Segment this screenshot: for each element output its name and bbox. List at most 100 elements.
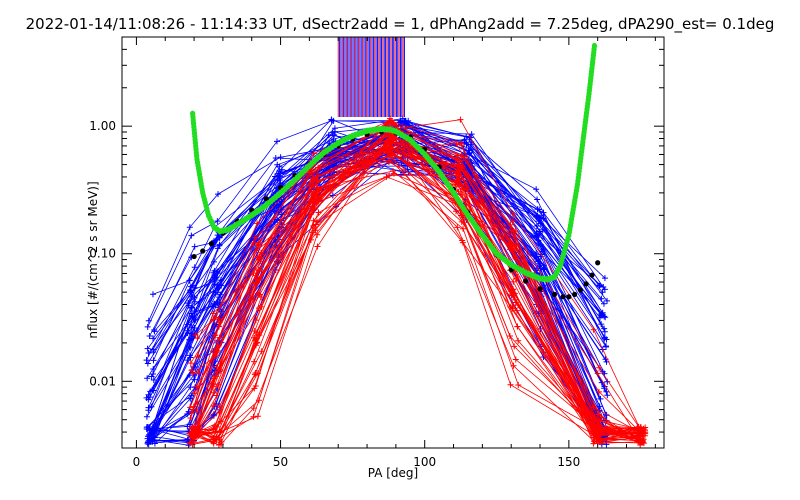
blue-trace-point-69-7 xyxy=(533,251,540,258)
axes-group: 0 50 100 150 0.01 0.10 1.00 xyxy=(89,36,665,469)
red-trace-point-43-2 xyxy=(254,413,261,420)
red-trace-point-33-1 xyxy=(213,352,220,359)
red-trace-point-37-5 xyxy=(460,153,467,160)
red-trace-point-44-3 xyxy=(308,211,315,218)
red-trace-point-49-7 xyxy=(597,424,604,431)
black-model-point-33 xyxy=(595,260,601,266)
red-trace-point-43-5 xyxy=(456,167,463,174)
black-model-point-27 xyxy=(560,294,566,300)
red-trace-point-34-4 xyxy=(390,170,397,177)
red-trace-point-48-7 xyxy=(595,427,602,434)
red-trace-point-44-5 xyxy=(459,237,466,244)
red-trace-point-0-7 xyxy=(594,370,601,377)
blue-trace-point-66-7 xyxy=(537,241,544,248)
blue-trace-point-15-0 xyxy=(144,360,151,367)
red-trace-point-37-7 xyxy=(595,411,602,418)
red-trace-point-46-2 xyxy=(256,254,263,261)
red-trace-point-45-3 xyxy=(311,189,318,196)
black-model-point-0 xyxy=(191,253,197,260)
chart-title: 2022-01-14/11:08:26 - 11:14:33 UT, dSect… xyxy=(26,15,775,34)
blue-trace-point-51-1 xyxy=(188,232,195,239)
blue-trace-point-67-1 xyxy=(184,410,191,417)
black-model-point-2 xyxy=(208,241,214,247)
red-trace-point-25-3 xyxy=(314,243,321,250)
blue-trace-point-62-8 xyxy=(596,283,603,290)
blue-trace-point-30-8 xyxy=(597,395,604,402)
blue-trace-point-68-0 xyxy=(146,425,153,432)
red-trace-point-44-8 xyxy=(641,426,648,433)
black-model-point-26 xyxy=(551,291,558,297)
red-trace-point-42-6 xyxy=(507,241,514,248)
black-model-point-25 xyxy=(537,286,543,292)
red-trace-point-7-5 xyxy=(457,116,464,123)
red-trace-point-47-1 xyxy=(216,428,223,435)
red-trace-point-46-1 xyxy=(216,334,223,341)
blue-trace-point-63-7 xyxy=(536,214,543,221)
blue-trace-point-63-2 xyxy=(216,242,223,249)
red-trace-point-43-0 xyxy=(186,430,193,437)
blue-trace-point-59-1 xyxy=(191,243,198,250)
blue-trace-point-55-2 xyxy=(210,288,217,295)
black-model-point-24 xyxy=(523,278,529,284)
red-trace-point-27-0 xyxy=(187,404,194,411)
blue-trace-point-69-0 xyxy=(148,431,155,438)
x-axis-label: PA [deg] xyxy=(368,466,418,480)
blue-trace-point-66-3 xyxy=(274,161,281,168)
red-trace-point-13-7 xyxy=(596,364,603,371)
black-model-point-1 xyxy=(200,248,206,254)
red-trace-point-32-7 xyxy=(590,440,597,447)
blue-trace-point-11-6 xyxy=(461,136,468,143)
blue-trace-point-54-4 xyxy=(325,132,332,139)
blue-trace-point-43-2 xyxy=(217,277,224,284)
blue-trace-point-39-1 xyxy=(186,224,193,231)
red-trace-point-13-3 xyxy=(310,150,317,157)
red-trace-point-17-2 xyxy=(253,242,260,249)
blue-trace-point-45-8 xyxy=(604,392,611,399)
blue-trace-point-51-4 xyxy=(328,117,335,124)
red-trace-point-32-2 xyxy=(250,296,257,303)
blue-trace-point-45-0 xyxy=(145,441,152,448)
blue-trace-point-49-2 xyxy=(214,232,221,239)
black-model-point-28 xyxy=(566,294,572,300)
red-trace-point-48-2 xyxy=(250,413,257,420)
blue-trace-point-16-6 xyxy=(468,131,475,138)
x-tick-label-0: 0 xyxy=(133,455,141,469)
red-trace-point-46-3 xyxy=(308,167,315,174)
blue-trace-point-9-8 xyxy=(603,343,610,350)
blue-trace-point-35-7 xyxy=(533,223,540,230)
red-trace-point-45-5 xyxy=(454,152,461,159)
red-trace-point-39-3 xyxy=(314,188,321,195)
blue-trace-point-63-3 xyxy=(272,173,279,180)
y-tick-label-0: 0.01 xyxy=(89,374,116,388)
red-trace-point-24-0 xyxy=(190,403,197,410)
x-tick-label-100: 100 xyxy=(413,455,436,469)
blue-trace-point-47-0 xyxy=(143,357,150,364)
red-traces-group xyxy=(186,115,649,448)
red-trace-point-46-5 xyxy=(458,140,465,147)
blue-trace-point-35-8 xyxy=(601,334,608,341)
red-trace-point-49-4 xyxy=(391,152,398,159)
red-trace-point-2-1 xyxy=(210,316,217,323)
red-trace-point-8-5 xyxy=(454,224,461,231)
red-trace-point-49-6 xyxy=(508,292,515,299)
red-trace-point-47-2 xyxy=(258,348,265,355)
blue-trace-point-65-5 xyxy=(403,120,410,127)
blue-trace-point-27-3 xyxy=(278,166,285,173)
blue-trace-point-33-0 xyxy=(144,375,151,382)
red-trace-point-34-3 xyxy=(312,221,319,228)
blue-trace-point-33-1 xyxy=(191,298,198,305)
blue-trace-point-59-8 xyxy=(601,286,608,293)
vertical-lines-group xyxy=(337,37,405,117)
red-trace-point-34-6 xyxy=(512,356,519,363)
blue-trace-point-49-6 xyxy=(463,141,470,148)
black-model-point-6 xyxy=(263,196,269,202)
red-trace-point-48-5 xyxy=(453,170,460,177)
red-trace-point-5-0 xyxy=(187,415,194,422)
blue-trace-point-43-1 xyxy=(188,304,195,311)
red-trace-point-37-0 xyxy=(195,353,202,360)
red-trace-point-2-0 xyxy=(192,331,199,338)
blue-trace-point-49-8 xyxy=(596,314,603,321)
blue-trace-point-51-0 xyxy=(144,323,151,330)
red-trace-point-40-1 xyxy=(216,403,223,410)
